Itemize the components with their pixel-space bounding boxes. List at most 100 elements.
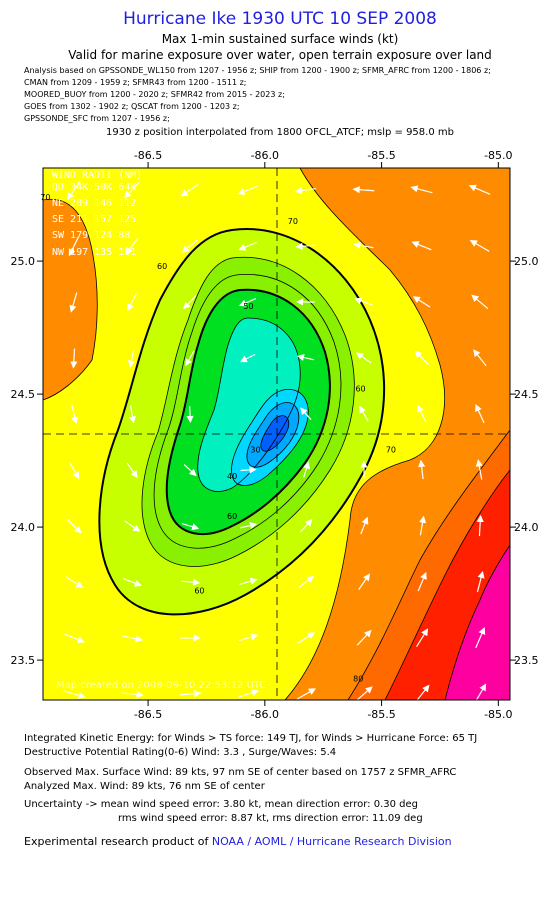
wind-vector-arrow — [359, 405, 369, 422]
wind-vector-arrow — [67, 180, 81, 200]
observed-max-line: Observed Max. Surface Wind: 89 kts, 97 n… — [24, 767, 457, 778]
wind-vector-arrow — [418, 459, 426, 480]
y-tick-label: 24.0 — [11, 521, 36, 534]
wind-radii-row: SW 179 124 88 — [52, 230, 130, 241]
wind-vector-arrow — [476, 570, 485, 593]
axis-ticks: -86.5 -86.5 -86.0 -86.0 -85.5 -85.5 -85.0 -85.0… — [11, 149, 539, 721]
contour-label: 70 — [40, 193, 50, 202]
ike-line: Integrated Kinetic Energy: for Winds > T… — [24, 733, 478, 744]
wind-radii-row: NW 197 135 101 — [52, 247, 136, 258]
wind-vector-arrow — [476, 514, 484, 537]
wind-vector-arrow — [239, 577, 258, 585]
data-source-line: GPSSONDE_SFC from 1207 - 1956 z; — [24, 114, 170, 123]
wind-vector-arrow — [181, 522, 200, 531]
wind-vector-arrow — [355, 352, 372, 364]
contour-line-75 — [347, 429, 510, 700]
wind-vector-arrow — [354, 297, 373, 306]
contour-line — [231, 389, 309, 486]
x-tick-label: -86.0 — [251, 708, 279, 721]
wind-vector-arrow — [238, 241, 257, 251]
wind-vector-arrow — [68, 236, 80, 257]
wind-vector-arrow — [68, 461, 80, 480]
wind-vector-arrow — [127, 293, 137, 312]
wind-vector-arrow — [417, 404, 427, 423]
wind-vector-arrow — [124, 182, 140, 199]
contour-line-50 — [165, 288, 331, 536]
x-tick-label: -85.5 — [367, 708, 395, 721]
wind-vector-arrow — [179, 690, 202, 698]
y-tick-label: 25.0 — [11, 255, 36, 268]
x-tick-label: -85.5 — [367, 149, 395, 162]
wind-vector-arrow — [297, 632, 316, 644]
wind-vector-arrow — [69, 292, 78, 313]
wind-vector-arrow — [473, 349, 487, 367]
wind-radii-table: WIND RADII (NM) QD 34K 50K 64K NE 209 14… — [52, 170, 142, 258]
data-source-line: GOES from 1302 - 1902 z; QSCAT from 1200… — [24, 102, 240, 111]
contour-label: 60 — [157, 262, 167, 271]
wind-vector-arrow — [295, 242, 316, 250]
wind-vector-arrow — [122, 635, 143, 643]
contour-label: 70 — [386, 446, 396, 455]
fill-magenta — [445, 545, 510, 700]
wind-vector-arrow — [180, 183, 199, 197]
wind-vector-arrow — [417, 571, 427, 592]
contour-label: 80 — [353, 674, 363, 683]
wind-vector-arrow — [303, 461, 310, 478]
contour-line — [260, 415, 290, 452]
contour-label: 60 — [355, 384, 365, 393]
chart-title: Hurricane Ike 1930 UTC 10 SEP 2008 — [123, 9, 437, 29]
wind-vector-arrow — [296, 354, 315, 362]
wind-vector-arrow — [475, 627, 486, 649]
x-tick-label: -86.5 — [134, 708, 162, 721]
wind-vector-arrow — [468, 184, 491, 195]
wind-vector-arrow — [66, 518, 82, 534]
wind-vector-arrow — [412, 296, 431, 308]
data-source-line: MOORED_BUOY from 1200 - 2020 z; SFMR42 f… — [24, 90, 285, 99]
wind-radii-row: NE 209 146 112 — [52, 198, 136, 209]
wind-vector-arrow — [181, 239, 198, 253]
wind-vector-arrow — [122, 578, 142, 587]
wind-vector-arrow — [239, 353, 256, 363]
wind-vector-arrow — [126, 462, 138, 479]
wind-vector-arrow — [124, 520, 141, 532]
wind-vector-arrow — [127, 349, 135, 368]
wind-vector-arrow — [410, 185, 433, 194]
plot-frame — [42, 167, 511, 701]
x-tick-label: -86.5 — [134, 149, 162, 162]
contour-line — [141, 256, 355, 567]
fill-orange-left — [43, 199, 98, 400]
contour-line — [197, 317, 301, 492]
wind-vector-arrow — [300, 407, 312, 421]
wind-vector-arrow — [63, 690, 86, 699]
wind-vector-arrow — [411, 241, 432, 251]
y-tick-label: 24.5 — [11, 388, 36, 401]
x-tick-label: -86.0 — [251, 149, 279, 162]
wind-vector-arrow — [237, 185, 258, 195]
wind-vector-arrow — [299, 519, 313, 533]
wind-vector-arrow — [358, 573, 371, 590]
x-tick-label: -85.0 — [484, 708, 512, 721]
wind-vector-arrow — [65, 576, 84, 588]
wind-vector-arrow — [240, 466, 257, 474]
fill-teal — [197, 318, 301, 492]
uncertainty-line-2: rms wind speed error: 8.87 kt, rms direc… — [118, 813, 423, 824]
contour-line-70 — [284, 168, 445, 700]
wind-vector-arrow — [238, 633, 259, 642]
contour-label: 40 — [227, 472, 237, 481]
wind-vector-arrow — [356, 686, 373, 700]
wind-vector-arrow — [128, 405, 137, 424]
wind-vector-arrow — [294, 187, 317, 195]
chart-subtitle-2: Valid for marine exposure over water, op… — [68, 48, 492, 62]
wind-vector-arrow — [121, 690, 144, 699]
wind-vector-arrow — [353, 241, 374, 249]
wind-vector-arrow — [64, 633, 85, 644]
analyzed-max-line: Analyzed Max. Wind: 89 kts, 76 nm SE of … — [24, 781, 265, 792]
uncertainty-line-1: Uncertainty -> mean wind speed error: 3.… — [24, 799, 419, 810]
wind-vector-arrow — [416, 628, 429, 648]
wind-radii-header: QD 34K 50K 64K — [52, 182, 136, 193]
hrd-link[interactable]: NOAA / AOML / Hurricane Research Divisio… — [211, 835, 452, 848]
wind-radii-title: WIND RADII (NM) — [52, 170, 142, 181]
contour-line-60-outer — [98, 228, 386, 616]
y-tick-label: 23.5 — [514, 654, 539, 667]
